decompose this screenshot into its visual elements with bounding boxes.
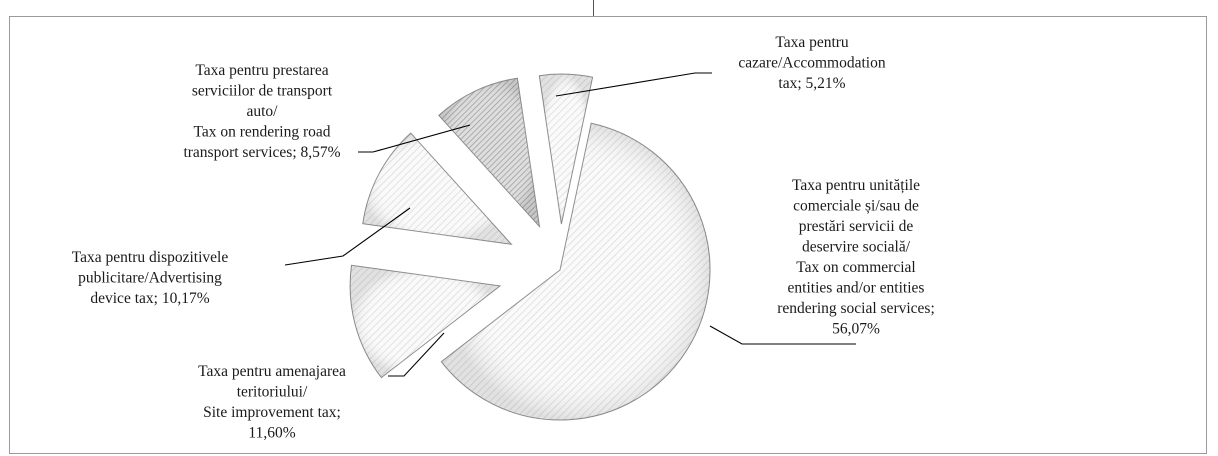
slice-label-line: Taxa pentru unitățile <box>792 177 920 194</box>
slice-label-1: Taxa pentru unitățile comerciale și/sau d… <box>777 177 935 338</box>
slice-label-5: Taxa pentru cazare/Accommodation tax; 5,21… <box>738 34 885 92</box>
pie-slice-1 <box>440 122 711 421</box>
leader-line-1 <box>709 325 856 345</box>
slice-label-line: serviciilor de transport <box>192 83 333 100</box>
slice-label-line: entities and/or entities <box>788 280 925 297</box>
slice-label-line: transport services; 8,57% <box>183 144 340 161</box>
leader-line-3 <box>284 207 411 266</box>
top-tick-mark <box>593 0 594 16</box>
slice-label-line: device tax; 10,17% <box>90 290 209 307</box>
slice-label-line: tax; 5,21% <box>778 75 845 92</box>
slice-label-line: Taxa pentru amenajarea <box>198 363 346 380</box>
slice-label-line: Taxa pentru prestarea <box>195 62 328 79</box>
slice-label-line: teritoriului/ <box>237 384 308 401</box>
slice-label-line: comerciale și/sau de <box>793 198 919 215</box>
pie-slice-5 <box>538 73 594 225</box>
slice-label-line: prestări servicii de <box>799 218 914 235</box>
pie-slice-3 <box>362 132 513 245</box>
slice-label-3: Taxa pentru dispozitivele publicitare/Adv… <box>72 249 229 307</box>
slice-label-line: cazare/Accommodation <box>738 55 885 72</box>
pie-slice-4 <box>438 77 541 229</box>
leader-line-5 <box>555 72 712 97</box>
slice-label-line: auto/ <box>247 103 279 120</box>
slice-label-line: Taxa pentru <box>775 34 849 51</box>
leader-line-4 <box>358 124 471 153</box>
slice-label-line: 56,07% <box>832 321 880 338</box>
slice-label-line: Taxa pentru dispozitivele <box>72 249 229 266</box>
slice-label-line: deservire socială/ <box>802 239 911 256</box>
slice-label-2: Taxa pentru amenajarea teritoriului/Site … <box>198 363 346 442</box>
slice-label-line: publicitare/Advertising <box>78 270 222 287</box>
slice-label-line: Site improvement tax; <box>203 404 341 421</box>
slice-label-line: Tax on rendering road <box>193 124 330 141</box>
leader-line-2 <box>388 332 445 377</box>
pie-slice-2 <box>349 264 502 379</box>
slice-label-4: Taxa pentru prestarea serviciilor de tran… <box>183 62 340 161</box>
slice-label-line: 11,60% <box>248 425 295 442</box>
slice-label-line: Tax on commercial <box>796 259 915 276</box>
slice-label-line: rendering social services; <box>777 300 935 317</box>
